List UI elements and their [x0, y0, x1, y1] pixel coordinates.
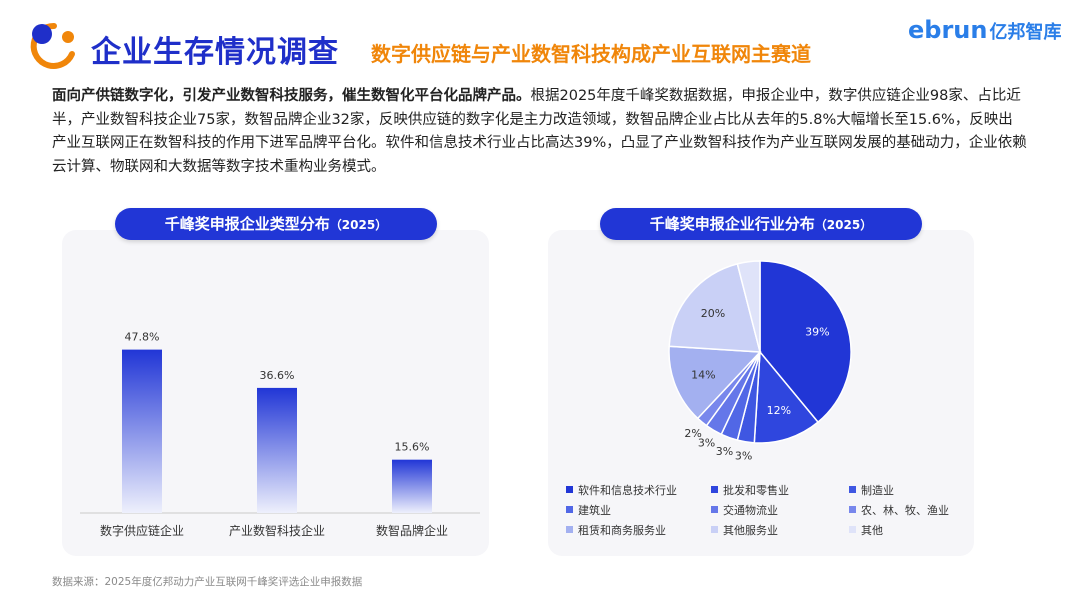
bar-chart: 47.8% 数字供应链企业 36.6% 产业数智科技企业 15.6% 数智品牌企业	[80, 331, 480, 538]
legend-swatch	[566, 526, 573, 533]
logo-icon	[30, 22, 75, 69]
legend-item: 批发和零售业	[711, 482, 789, 498]
legend-swatch	[711, 486, 718, 493]
data-source: 数据来源：2025年度亿邦动力产业互联网千峰奖评选企业申报数据	[52, 576, 363, 588]
legend-label: 交通物流业	[723, 504, 778, 517]
legend-label: 其他服务业	[723, 524, 778, 537]
legend-item: 其他	[849, 522, 883, 538]
bar-chart-title: 千峰奖申报企业类型分布（2025）	[115, 208, 437, 240]
legend-label: 农、林、牧、渔业	[861, 504, 949, 517]
bar-chart-title-text: 千峰奖申报企业类型分布	[164, 215, 330, 233]
brand-logo: ebrun 亿邦智库	[908, 16, 1061, 44]
legend-swatch	[566, 506, 573, 513]
bar-1	[122, 349, 162, 513]
legend-item: 租赁和商务服务业	[566, 522, 666, 538]
pie-slice-7	[668, 345, 762, 420]
legend-swatch	[711, 506, 718, 513]
pie-slice-8	[668, 262, 761, 353]
bar-value-label: 15.6%	[395, 441, 430, 454]
page-subtitle: 数字供应链与产业数智科技构成产业互联网主赛道	[371, 42, 811, 66]
legend-label: 制造业	[861, 484, 894, 497]
pie-value-label: 39%	[805, 325, 829, 338]
bar-category-label: 数智品牌企业	[376, 523, 448, 538]
legend-item: 制造业	[849, 482, 894, 498]
legend-item: 交通物流业	[711, 502, 778, 518]
pie-value-label: 2%	[684, 427, 701, 440]
pie-value-label: 20%	[701, 307, 725, 320]
pie-value-label: 3%	[698, 436, 715, 449]
pie-slice-1	[759, 260, 852, 424]
intro-body: 根据2025年度千峰奖数据数据，申报企业中，数字供应链企业98家、占比近半，产业…	[52, 88, 1027, 175]
legend-label: 建筑业	[578, 504, 611, 517]
legend-item: 建筑业	[566, 502, 611, 518]
pie-chart-title-text: 千峰奖申报企业行业分布	[649, 215, 815, 233]
bar-value-label: 36.6%	[260, 369, 295, 382]
intro-lead: 面向产供链数字化，引发产业数智科技服务，催生数智化平台化品牌产品。	[52, 88, 531, 104]
brand-cn: 亿邦智库	[989, 22, 1062, 43]
pie-chart: 39%12%3%3%3%2%14%20%	[668, 260, 852, 463]
pie-chart-title-year: （2025）	[814, 218, 873, 232]
legend-item: 软件和信息技术行业	[566, 482, 677, 498]
pie-chart-title: 千峰奖申报企业行业分布（2025）	[600, 208, 922, 240]
legend-label: 软件和信息技术行业	[578, 484, 677, 497]
legend-item: 农、林、牧、渔业	[849, 502, 949, 518]
pie-value-label: 3%	[716, 445, 733, 458]
legend-swatch	[849, 486, 856, 493]
brand-latin: ebrun	[908, 16, 988, 44]
legend-swatch	[566, 486, 573, 493]
pie-slice-2	[753, 350, 820, 444]
pie-slice-9	[736, 260, 761, 353]
bar-value-label: 47.8%	[125, 331, 160, 344]
legend-label: 批发和零售业	[723, 484, 789, 497]
pie-value-label: 14%	[691, 368, 715, 381]
intro-paragraph: 面向产供链数字化，引发产业数智科技服务，催生数智化平台化品牌产品。根据2025年…	[52, 85, 1027, 179]
bar-category-label: 数字供应链企业	[100, 523, 184, 538]
bar-3	[392, 459, 432, 513]
bar-category-label: 产业数智科技企业	[229, 523, 325, 538]
page-title: 企业生存情况调查	[91, 35, 339, 70]
legend-item: 其他服务业	[711, 522, 778, 538]
legend-swatch	[849, 506, 856, 513]
pie-value-label: 3%	[735, 450, 752, 463]
legend-swatch	[711, 526, 718, 533]
bar-chart-title-year: （2025）	[329, 218, 388, 232]
legend-label: 租赁和商务服务业	[578, 524, 666, 537]
legend-swatch	[849, 526, 856, 533]
bar-2	[257, 387, 297, 513]
pie-value-label: 12%	[767, 404, 791, 417]
legend-label: 其他	[861, 524, 883, 537]
